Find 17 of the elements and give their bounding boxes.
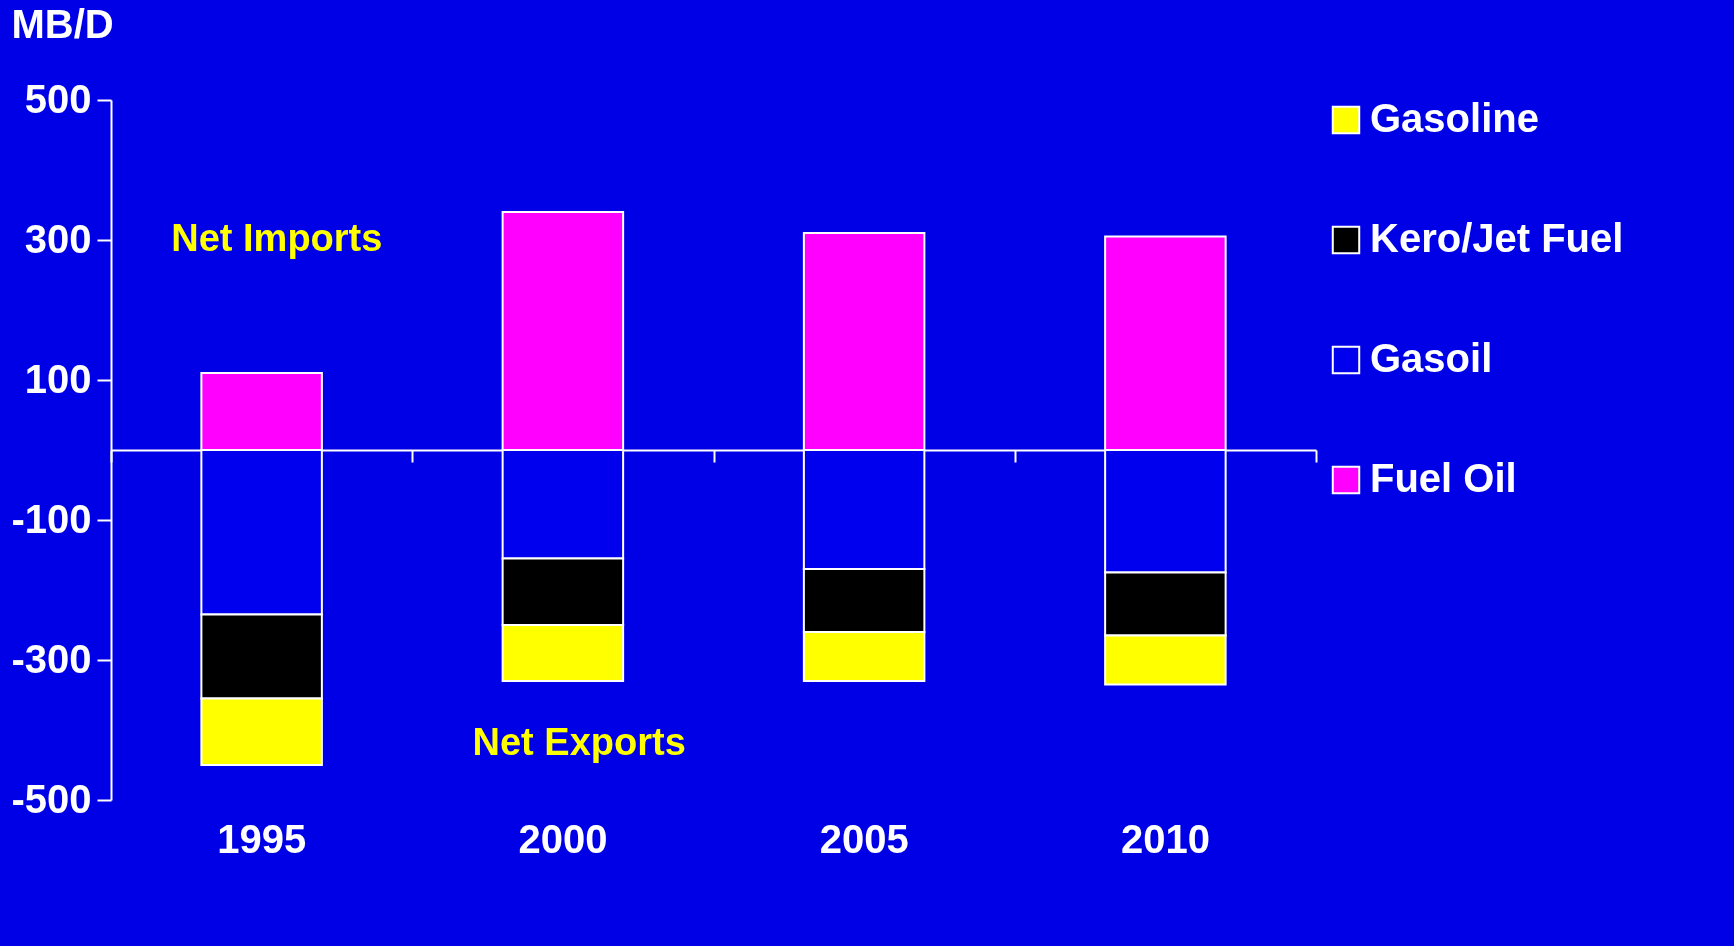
x-tick-label: 2010 <box>1120 816 1210 861</box>
legend-label: Gasoline <box>1370 96 1539 140</box>
y-tick-label: 500 <box>24 76 92 121</box>
x-tick-label: 2000 <box>518 816 608 861</box>
annotation: Net Exports <box>472 721 686 763</box>
x-tick-label: 1995 <box>217 816 307 861</box>
y-tick-label: -500 <box>11 776 92 821</box>
y-tick-label: 100 <box>24 356 92 401</box>
annotation: Net Imports <box>171 217 383 259</box>
y-tick-label: -100 <box>11 496 92 541</box>
legend-label: Gasoil <box>1370 336 1493 380</box>
y-tick-label: 300 <box>24 216 92 261</box>
y-axis-title: MB/D <box>11 1 114 46</box>
legend-label: Kero/Jet Fuel <box>1370 216 1624 260</box>
x-tick-label: 2005 <box>819 816 909 861</box>
y-tick-label: -300 <box>11 636 92 681</box>
legend-label: Fuel Oil <box>1370 456 1517 500</box>
